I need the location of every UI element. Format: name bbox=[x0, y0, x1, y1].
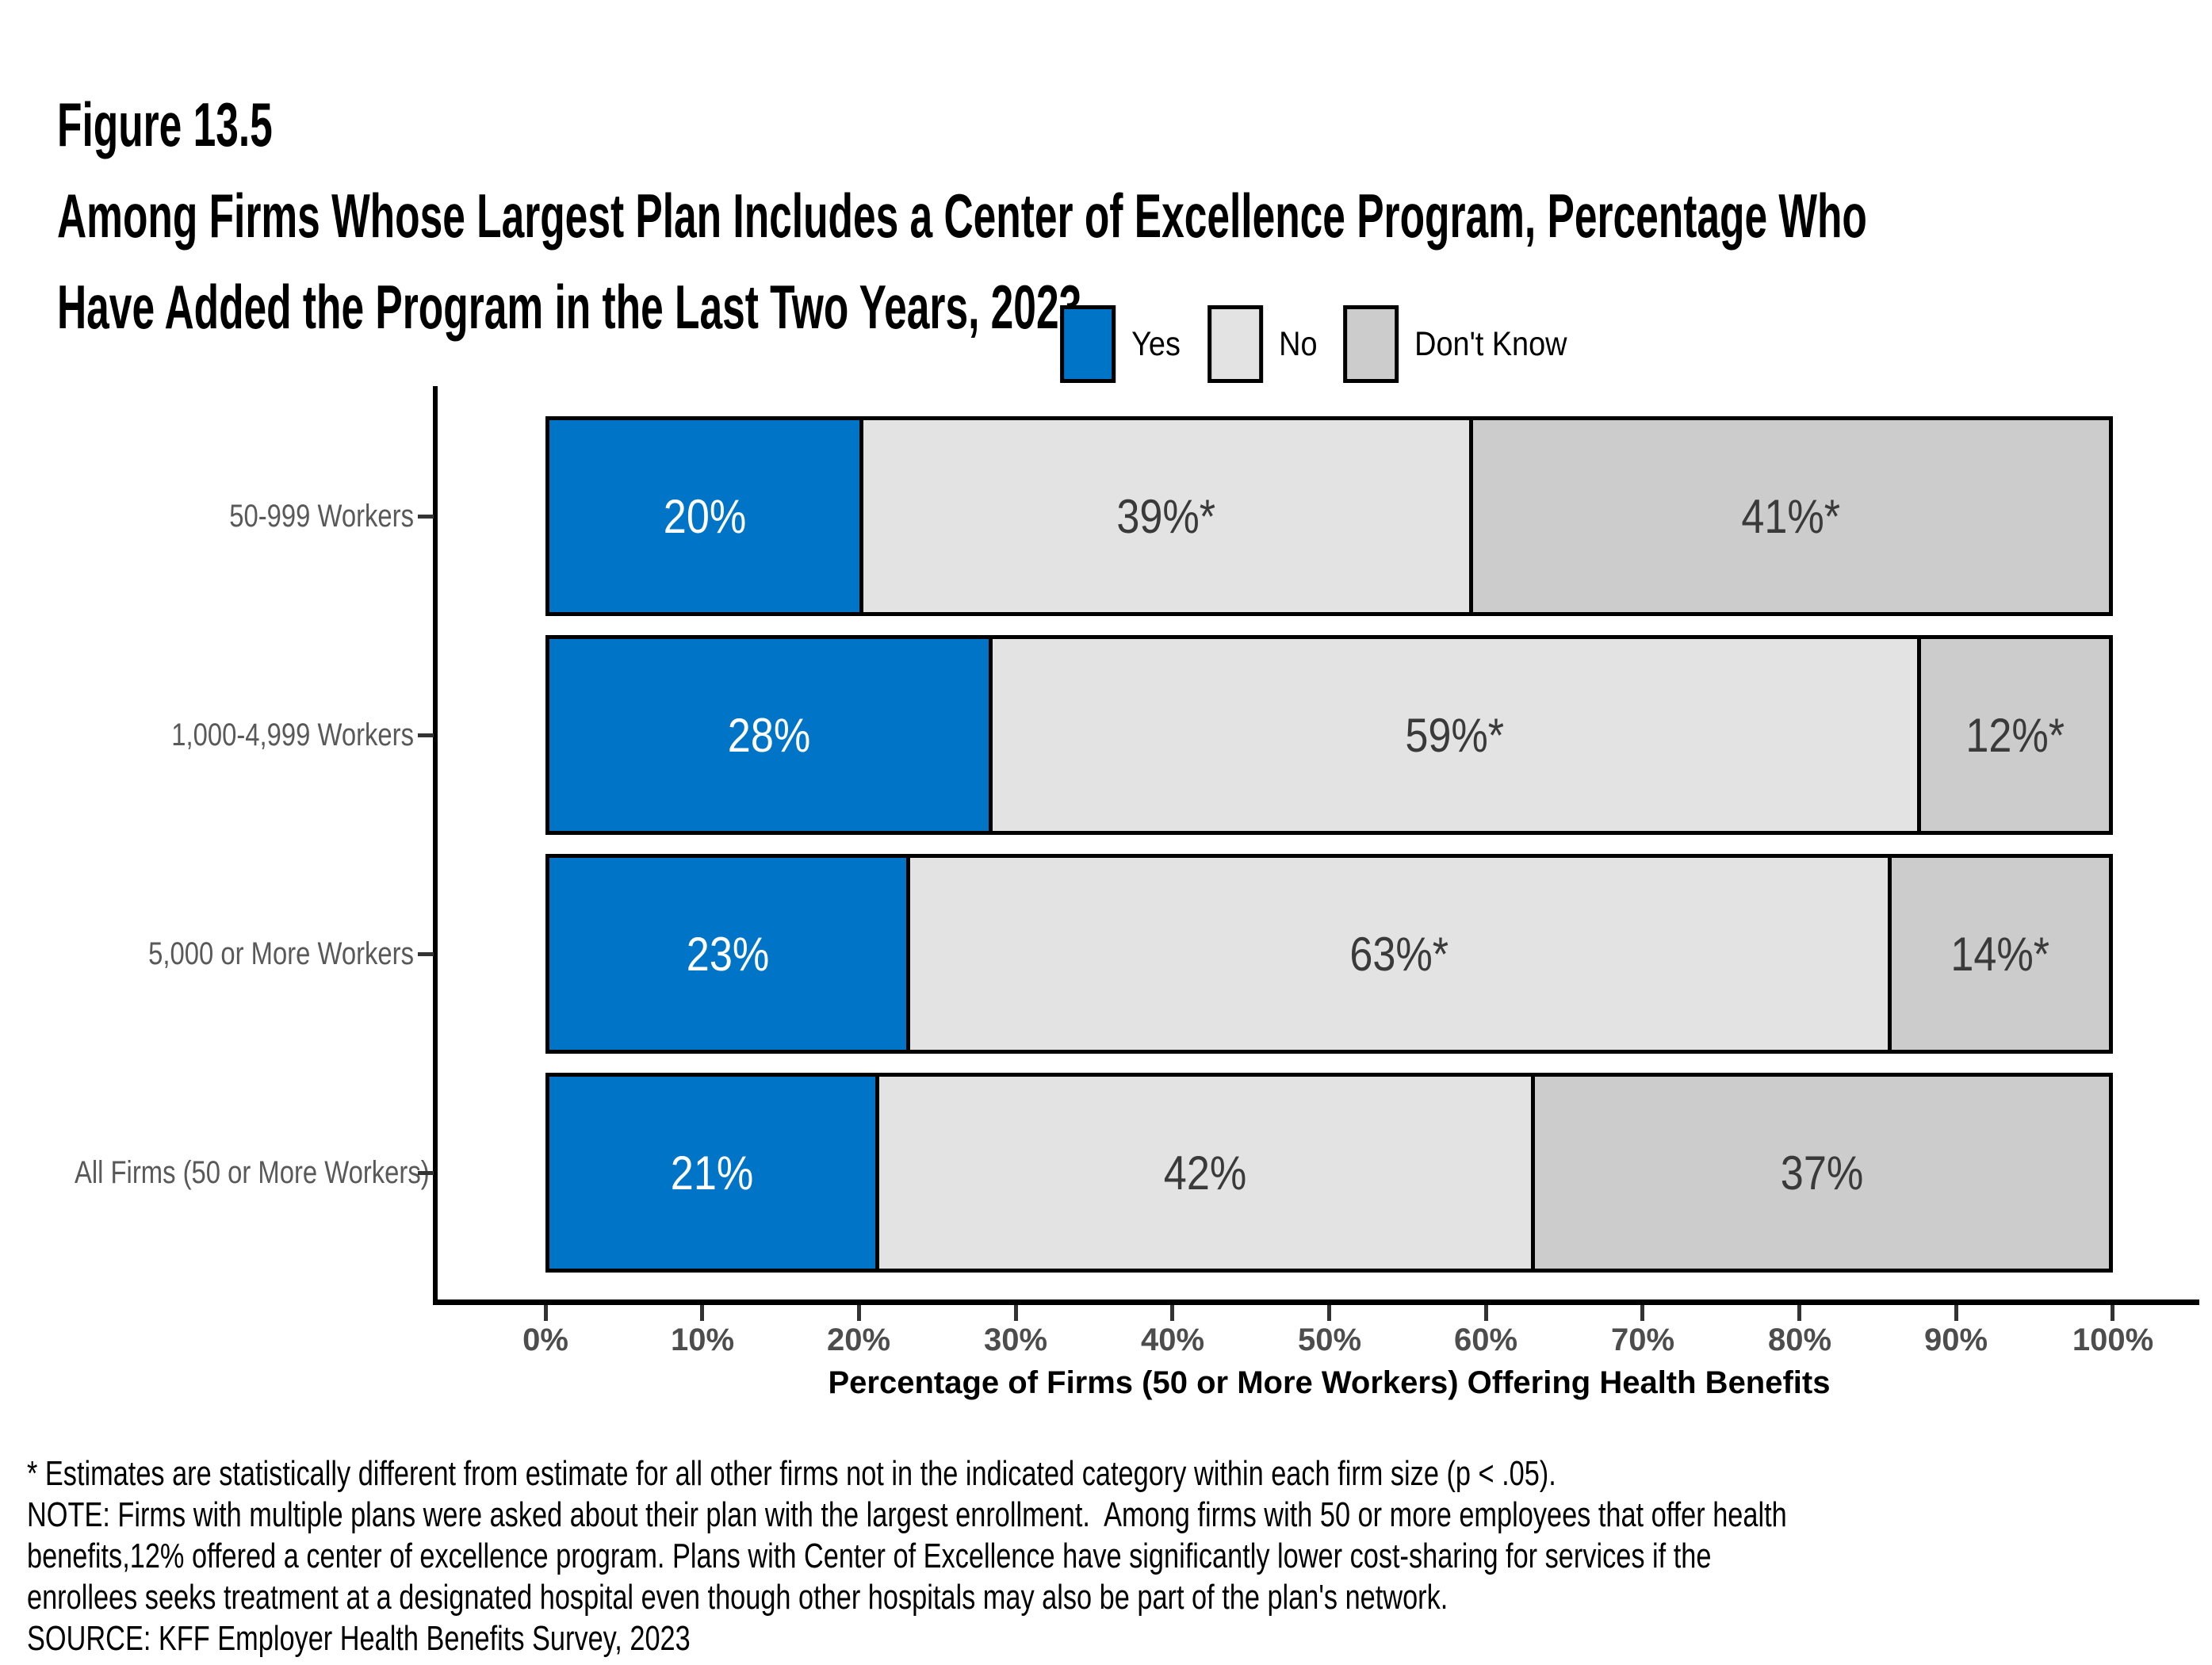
x-tick-label-40: 40% bbox=[1140, 1322, 1205, 1357]
footnotes: * Estimates are statistically different … bbox=[27, 1453, 2212, 1659]
bar-value-label: 63%* bbox=[1349, 927, 1449, 981]
bar-segment-no: 59%* bbox=[988, 635, 1921, 835]
legend-swatch-no-icon bbox=[1207, 305, 1264, 383]
title-block: Figure 13.5 Among Firms Whose Largest Pl… bbox=[57, 79, 2212, 353]
y-tick-4 bbox=[418, 1171, 434, 1175]
x-tick-40 bbox=[1170, 1305, 1174, 1321]
legend: Yes No Don't Know bbox=[1060, 304, 1588, 384]
y-label-all-firms: All Firms (50 or More Workers) bbox=[74, 1155, 430, 1190]
bar-segment-no: 42% bbox=[874, 1073, 1535, 1273]
x-tick-90 bbox=[1954, 1305, 1958, 1321]
x-tick-10 bbox=[700, 1305, 704, 1321]
bar-segment-dont-know: 12%* bbox=[1916, 635, 2114, 835]
bar-row-all-firms: 21% 42% 37% bbox=[545, 1073, 2113, 1273]
bar-row-5000-plus: 23% 63%* 14%* bbox=[545, 854, 2113, 1054]
bar-value-label: 14%* bbox=[1950, 927, 2050, 981]
legend-item-no: No bbox=[1207, 305, 1322, 383]
bar-value-label: 59%* bbox=[1405, 708, 1505, 762]
x-axis-line bbox=[433, 1299, 2199, 1305]
x-tick-label-100: 100% bbox=[2072, 1322, 2154, 1357]
x-tick-label-70: 70% bbox=[1610, 1322, 1675, 1357]
footnote-note-line-3: enrollees seeks treatment at a designate… bbox=[27, 1578, 1449, 1617]
bar-row-50-999: 20% 39%* 41%* bbox=[545, 416, 2114, 616]
footnote-significance: * Estimates are statistically different … bbox=[27, 1454, 1556, 1493]
bar-row-1000-4999: 28% 59%* 12%* bbox=[545, 635, 2114, 835]
bar-segment-dont-know: 14%* bbox=[1888, 854, 2113, 1054]
chart-title-line-1: Among Firms Whose Largest Plan Includes … bbox=[57, 181, 1867, 251]
footnote-note-line-1: NOTE: Firms with multiple plans were ask… bbox=[27, 1495, 1787, 1534]
legend-swatch-dont-know-icon bbox=[1343, 305, 1399, 383]
figure-number: Figure 13.5 bbox=[57, 90, 273, 159]
legend-label-yes: Yes bbox=[1131, 324, 1181, 363]
y-label-50-999: 50-999 Workers bbox=[229, 499, 414, 534]
x-tick-label-90: 90% bbox=[1923, 1322, 1988, 1357]
bar-value-label: 41%* bbox=[1741, 489, 1841, 543]
x-tick-label-0: 0% bbox=[522, 1322, 568, 1357]
footnote-source: SOURCE: KFF Employer Health Benefits Sur… bbox=[27, 1619, 691, 1658]
legend-swatch-yes-icon bbox=[1060, 305, 1116, 383]
x-tick-label-50: 50% bbox=[1297, 1322, 1362, 1357]
bar-segment-yes: 20% bbox=[545, 416, 864, 616]
y-tick-2 bbox=[418, 733, 434, 737]
x-tick-80 bbox=[1797, 1305, 1801, 1321]
chart-title-line-2: Have Added the Program in the Last Two Y… bbox=[57, 272, 1082, 342]
legend-label-no: No bbox=[1279, 324, 1318, 363]
y-tick-3 bbox=[418, 952, 434, 956]
x-tick-label-10: 10% bbox=[670, 1322, 735, 1357]
bar-segment-yes: 28% bbox=[545, 635, 993, 835]
x-tick-70 bbox=[1640, 1305, 1644, 1321]
bar-segment-dont-know: 37% bbox=[1530, 1073, 2113, 1273]
bar-value-label: 21% bbox=[671, 1146, 754, 1200]
bar-value-label: 12%* bbox=[1965, 708, 2065, 762]
legend-label-dont-know: Don't Know bbox=[1414, 324, 1567, 363]
legend-item-yes: Yes bbox=[1060, 305, 1187, 383]
bar-value-label: 23% bbox=[686, 927, 770, 981]
bar-segment-no: 63%* bbox=[906, 854, 1892, 1054]
x-tick-label-20: 20% bbox=[826, 1322, 891, 1357]
footnote-note-line-2: benefits,12% offered a center of excelle… bbox=[27, 1537, 1712, 1575]
bar-value-label: 20% bbox=[663, 489, 746, 543]
x-tick-label-30: 30% bbox=[983, 1322, 1048, 1357]
bar-value-label: 37% bbox=[1780, 1146, 1864, 1200]
bar-segment-dont-know: 41%* bbox=[1468, 416, 2114, 616]
bar-segment-yes: 23% bbox=[545, 854, 911, 1054]
x-axis-title: Percentage of Firms (50 or More Workers)… bbox=[828, 1365, 1831, 1400]
bar-value-label: 42% bbox=[1163, 1146, 1247, 1200]
x-tick-100 bbox=[2111, 1305, 2114, 1321]
y-label-5000-plus: 5,000 or More Workers bbox=[148, 936, 414, 971]
y-axis-line bbox=[433, 386, 438, 1305]
x-tick-label-60: 60% bbox=[1453, 1322, 1518, 1357]
bar-value-label: 39%* bbox=[1116, 489, 1216, 543]
x-tick-20 bbox=[857, 1305, 861, 1321]
x-tick-label-80: 80% bbox=[1767, 1322, 1832, 1357]
y-tick-1 bbox=[418, 515, 434, 519]
legend-item-dont-know: Don't Know bbox=[1343, 305, 1588, 383]
x-tick-60 bbox=[1484, 1305, 1488, 1321]
bar-value-label: 28% bbox=[727, 708, 810, 762]
x-tick-50 bbox=[1327, 1305, 1331, 1321]
bar-segment-yes: 21% bbox=[545, 1073, 879, 1273]
y-label-1000-4999: 1,000-4,999 Workers bbox=[171, 718, 414, 752]
x-tick-0 bbox=[544, 1305, 548, 1321]
bar-segment-no: 39%* bbox=[859, 416, 1473, 616]
x-tick-30 bbox=[1014, 1305, 1018, 1321]
